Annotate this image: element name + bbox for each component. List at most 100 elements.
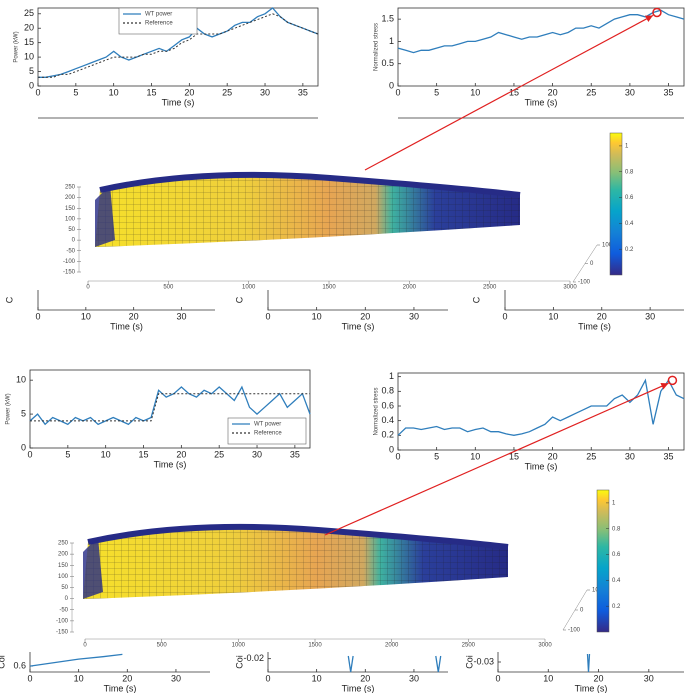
y-tick-label: 5 [21, 408, 26, 418]
y-tick-label: -50 [59, 607, 68, 613]
y-tick-label: 1 [389, 36, 394, 46]
x-tick-label: 25 [586, 87, 596, 97]
y-tick-label: 200 [58, 552, 69, 558]
x-tick-label: 0 [395, 87, 400, 97]
y-tick-label: 1 [389, 371, 394, 381]
y-tick-label: 0.2 [381, 430, 394, 440]
x-axis-label: Time (s) [162, 97, 195, 107]
y-tick-label: 10 [16, 375, 26, 385]
x-axis-label: Time (s) [525, 97, 558, 107]
x-tick-label: 0 [83, 643, 87, 649]
y-tick-label: 20 [24, 23, 34, 33]
x-tick-label: 20 [184, 87, 194, 97]
x-axis-label: Time (s) [110, 321, 143, 331]
x-tick-label: 20 [360, 311, 370, 321]
x-tick-label: 1000 [232, 643, 246, 649]
y-tick-label: 25 [24, 8, 34, 18]
x-tick-label: 35 [664, 87, 674, 97]
x-tick-label: 2000 [403, 285, 417, 291]
x-tick-label: 1500 [322, 285, 336, 291]
x-tick-label: 20 [597, 311, 607, 321]
x-tick-label: 5 [73, 87, 78, 97]
x-tick-label: 35 [664, 451, 674, 461]
y-tick-label: 50 [61, 585, 68, 591]
figure: 051015202530350510152025Time (s)Power (k… [0, 0, 688, 693]
x-tick-label: 0 [27, 449, 32, 459]
y-tick-label: 0 [29, 80, 34, 90]
y-tick-label: 250 [65, 185, 76, 191]
x-tick-label: 0 [502, 311, 507, 321]
y-tick-label: 150 [58, 563, 69, 569]
y-tick-label: 0.5 [381, 58, 394, 68]
x-tick-label: 10 [312, 673, 322, 683]
y-tick-label: 0 [389, 444, 394, 454]
x-tick-label: 20 [176, 449, 186, 459]
colorbar-tick-label: 0.6 [625, 195, 634, 201]
x-axis-label: Time (s) [104, 683, 137, 693]
colorbar [610, 133, 622, 275]
x-tick-label: 10 [470, 451, 480, 461]
colorbar-tick-label: 0.4 [612, 578, 621, 584]
y-axis-label: C [234, 296, 244, 303]
y-tick-label: -100 [56, 618, 69, 624]
y-tick-label: 0 [21, 442, 26, 452]
y-tick-label: -100 [63, 259, 76, 265]
x-tick-label: 3000 [538, 643, 552, 649]
y-axis-label: C [4, 296, 14, 303]
x-tick-label: 5 [65, 449, 70, 459]
axis-line [268, 652, 448, 672]
colorbar [597, 490, 609, 632]
x-tick-label: 30 [260, 87, 270, 97]
x-tick-label: 0 [27, 673, 32, 683]
x-axis-label: Time (s) [342, 683, 375, 693]
z-tick-label: 0 [590, 261, 594, 267]
series-line [30, 394, 310, 421]
axis-line [505, 290, 684, 310]
x-tick-label: 20 [129, 311, 139, 321]
y-axis-label: Normalized stress [374, 387, 380, 435]
colorbar-tick-label: 0.6 [612, 552, 621, 558]
legend-label: WT power [145, 12, 172, 18]
x-tick-label: 1000 [242, 285, 256, 291]
series-line [588, 654, 590, 672]
y-axis-label: Normalized stress [374, 23, 380, 71]
y-axis-label: C [471, 296, 481, 303]
x-tick-label: 20 [548, 87, 558, 97]
y-tick-label: -0.03 [473, 656, 494, 666]
x-tick-label: 10 [101, 449, 111, 459]
colorbar-tick-label: 0.8 [612, 526, 621, 532]
x-tick-label: 20 [122, 673, 132, 683]
x-tick-label: 20 [548, 451, 558, 461]
y-tick-label: 0.6 [13, 660, 26, 670]
y-tick-label: 0.8 [381, 386, 394, 396]
x-tick-label: 35 [290, 449, 300, 459]
x-tick-label: 0 [86, 285, 90, 291]
x-tick-label: 30 [644, 673, 654, 683]
y-tick-label: 10 [24, 51, 34, 61]
x-axis-label: Time (s) [575, 683, 608, 693]
y-tick-label: 200 [65, 195, 76, 201]
x-tick-label: 0 [35, 311, 40, 321]
x-tick-label: 10 [74, 673, 84, 683]
colorbar-tick-label: 1 [612, 500, 616, 506]
x-axis-label: Time (s) [154, 459, 187, 469]
legend-label: Reference [145, 21, 173, 27]
y-axis-label: Coi [234, 655, 244, 669]
y-tick-label: -0.02 [243, 653, 264, 663]
x-tick-label: 30 [177, 311, 187, 321]
x-tick-label: 10 [109, 87, 119, 97]
x-tick-label: 2500 [483, 285, 497, 291]
x-tick-label: 30 [625, 451, 635, 461]
x-tick-label: 0 [265, 311, 270, 321]
x-tick-label: 2500 [462, 643, 476, 649]
y-tick-label: 50 [68, 227, 75, 233]
colorbar-tick-label: 0.2 [625, 247, 634, 253]
y-tick-label: 150 [65, 206, 76, 212]
series-line [398, 380, 684, 435]
x-tick-label: 15 [147, 87, 157, 97]
legend-label: WT power [254, 422, 281, 428]
x-tick-label: 5 [434, 451, 439, 461]
x-tick-label: 1500 [308, 643, 322, 649]
z-tick-label: -100 [568, 628, 581, 634]
x-tick-label: 10 [548, 311, 558, 321]
